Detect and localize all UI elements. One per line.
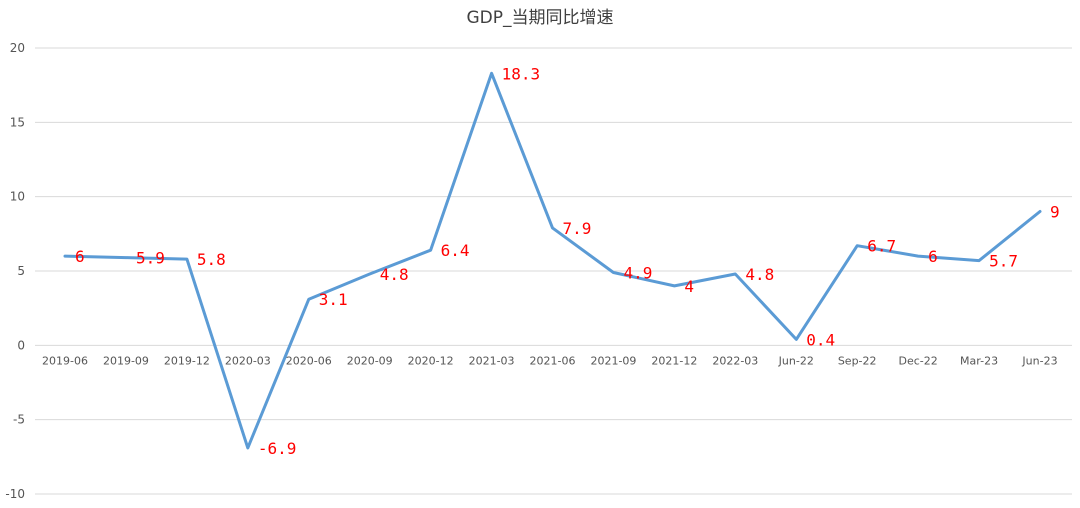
data-label: 4.8 [745,265,774,284]
data-label: 4 [684,277,694,296]
y-tick-label: -5 [13,413,25,427]
x-tick-label: 2022-03 [712,354,758,367]
x-tick-label: 2021-12 [651,354,697,367]
x-tick-label: 2020-12 [408,354,454,367]
data-label: 3.1 [319,290,348,309]
x-tick-label: 2020-06 [286,354,332,367]
data-label: 6 [928,247,938,266]
x-tick-label: Jun-23 [1021,354,1057,367]
data-label: 18.3 [502,64,541,83]
x-tick-label: Sep-22 [838,354,877,367]
x-tick-label: Jun-22 [778,354,814,367]
data-label: 9 [1050,203,1060,222]
x-tick-label: 2019-12 [164,354,210,367]
x-tick-label: 2019-09 [103,354,149,367]
x-tick-label: 2020-03 [225,354,271,367]
series-line [63,71,1042,450]
data-label: 6.4 [441,241,470,260]
x-axis-ticks: 2019-06 2019-09 2019-12 2020-03 2020-06 2020-… [42,354,1058,367]
data-label: 7.9 [563,219,592,238]
data-label: 4.8 [380,265,409,284]
x-tick-label: 2019-06 [42,354,88,367]
data-labels: 6 5.9 5.8 -6.9 3.1 4.8 6.4 18.3 7.9 4.9 4 4.8 0.4 6.7… [75,64,1060,458]
y-tick-label: 5 [17,264,25,278]
y-tick-label: 15 [10,115,25,129]
data-label: 6.7 [867,237,896,256]
y-tick-label: 10 [10,190,25,204]
chart-title: GDP_当期同比增速 [466,8,613,28]
y-axis-ticks: -10 -5 0 5 10 15 20 [5,41,25,501]
y-tick-label: 0 [17,338,25,352]
data-label: 6 [75,247,85,266]
y-tick-label: -10 [5,487,25,501]
grid-lines [35,47,1072,495]
x-tick-label: 2021-03 [469,354,515,367]
data-label: -6.9 [258,439,297,458]
data-label: 4.9 [623,263,652,282]
x-tick-label: Mar-23 [960,354,998,367]
x-tick-label: 2021-06 [530,354,576,367]
x-tick-label: 2020-09 [347,354,393,367]
x-tick-label: Dec-22 [898,354,937,367]
x-tick-label: 2021-09 [590,354,636,367]
data-label: 5.8 [197,250,226,269]
y-tick-label: 20 [10,41,25,55]
data-label: 5.7 [989,252,1018,271]
data-label: 5.9 [136,249,165,268]
data-label: 0.4 [806,330,835,349]
